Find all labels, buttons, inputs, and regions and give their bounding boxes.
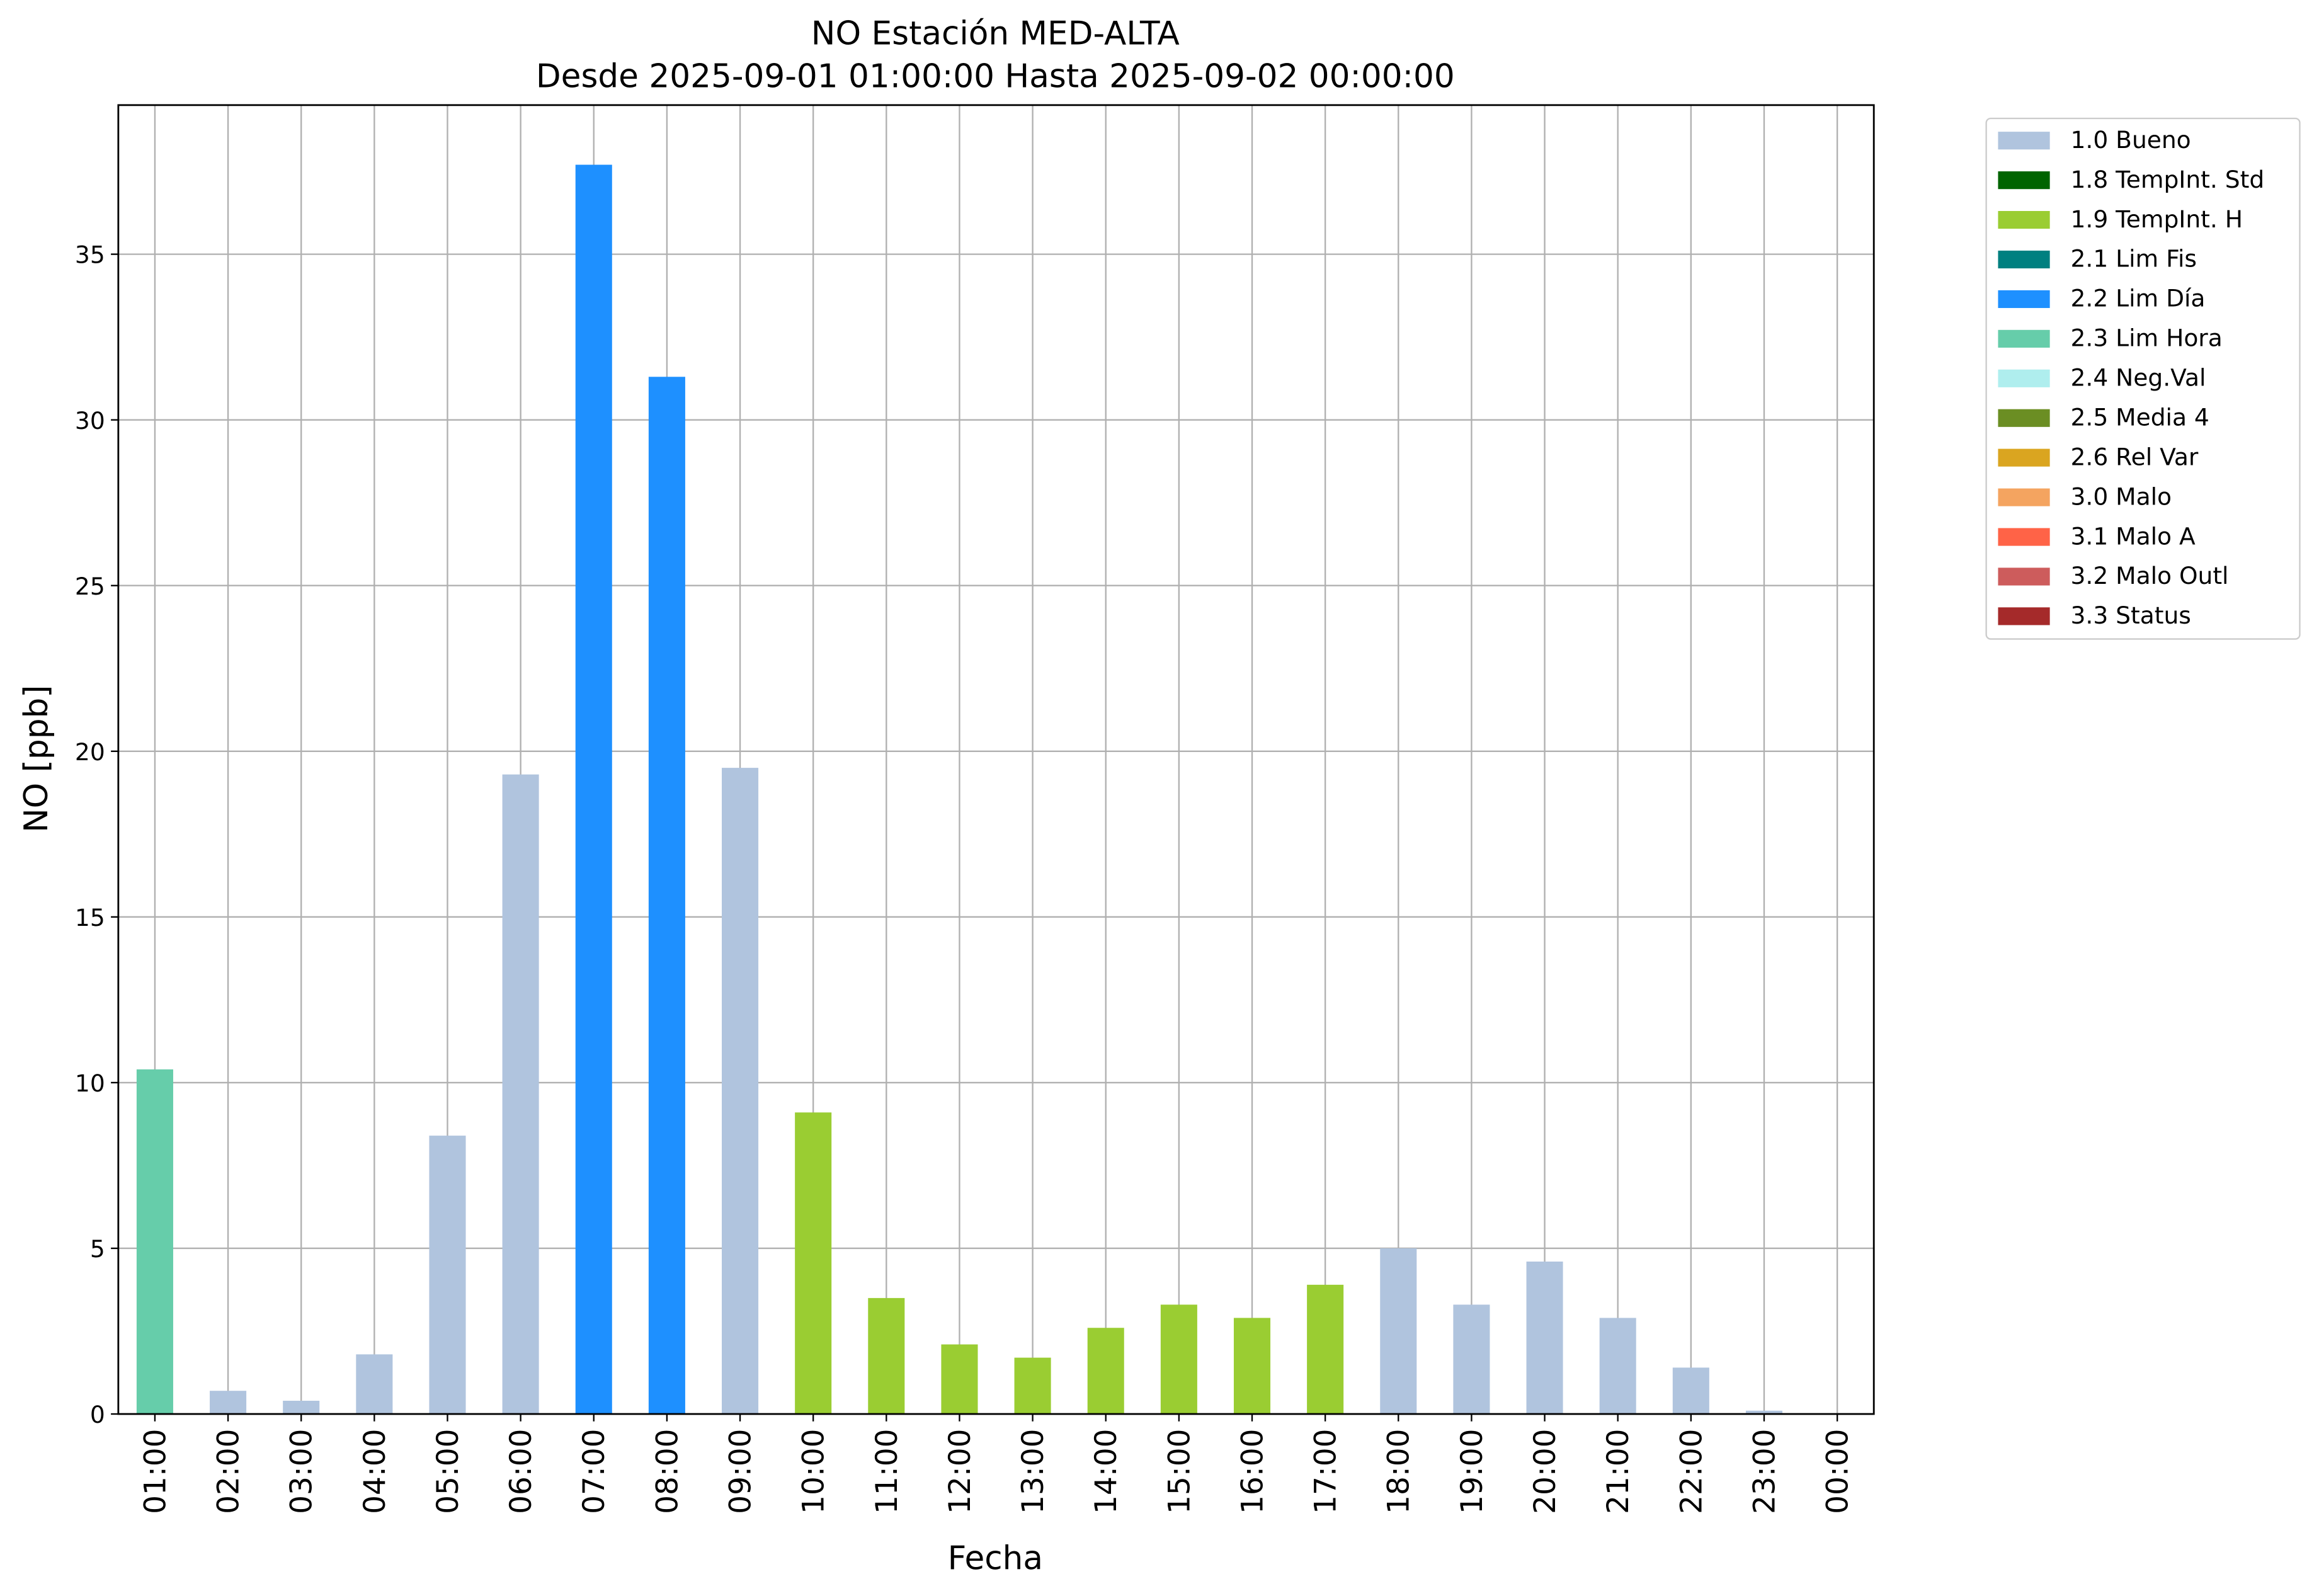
legend-swatch — [1998, 290, 2050, 309]
x-tick-label: 18:00 — [1382, 1429, 1416, 1514]
x-tick-label: 21:00 — [1601, 1429, 1636, 1514]
legend-label: 2.6 Rel Var — [2071, 443, 2199, 470]
y-tick-label: 10 — [75, 1069, 105, 1097]
plot-frame — [117, 104, 1875, 1415]
x-tick-label: 13:00 — [1016, 1429, 1051, 1514]
x-tick-label: 16:00 — [1235, 1429, 1270, 1514]
legend-swatch — [1998, 171, 2050, 190]
x-tick-label: 01:00 — [138, 1429, 173, 1514]
x-tick-label: 11:00 — [870, 1429, 904, 1514]
y-tick-label: 15 — [75, 904, 105, 932]
bar — [429, 1136, 466, 1415]
bar — [1233, 1318, 1271, 1415]
bar — [575, 164, 612, 1415]
y-axis-label: NO [ppb] — [18, 685, 55, 833]
y-tick-label: 35 — [75, 241, 105, 269]
x-tick-label: 10:00 — [797, 1429, 831, 1514]
y-tick-label: 5 — [90, 1235, 105, 1263]
bar — [941, 1344, 978, 1415]
x-tick-label: 23:00 — [1747, 1429, 1782, 1514]
x-tick-label: 14:00 — [1089, 1429, 1124, 1514]
legend-swatch — [1998, 528, 2050, 546]
legend-label: 3.3 Status — [2071, 601, 2191, 629]
bar — [1307, 1284, 1344, 1415]
bar — [1160, 1304, 1197, 1415]
bar — [868, 1297, 905, 1415]
x-tick-label: 00:00 — [1821, 1429, 1855, 1514]
legend-swatch — [1998, 210, 2050, 229]
bars — [136, 164, 1783, 1415]
chart-subtitle: Desde 2025-09-01 01:00:00 Hasta 2025-09-… — [536, 58, 1455, 96]
legend-label: 1.9 TempInt. H — [2071, 205, 2243, 233]
bar — [1087, 1328, 1124, 1415]
chart-title: NO Estación MED-ALTA — [811, 15, 1180, 53]
x-tick-label: 19:00 — [1455, 1429, 1490, 1514]
legend-label: 2.2 Lim Día — [2071, 285, 2206, 312]
legend-label: 3.2 Malo Outl — [2071, 562, 2229, 590]
legend-swatch — [1998, 567, 2050, 586]
legend-swatch — [1998, 488, 2050, 506]
legend-label: 2.4 Neg.Val — [2071, 364, 2206, 392]
x-tick-label: 17:00 — [1309, 1429, 1343, 1514]
bar — [136, 1069, 173, 1415]
x-tick-label: 05:00 — [431, 1429, 465, 1514]
legend-swatch — [1998, 409, 2050, 427]
legend-box — [1985, 117, 2301, 640]
legend-swatch — [1998, 448, 2050, 467]
bar — [722, 768, 759, 1415]
bar — [795, 1112, 832, 1415]
legend-swatch — [1998, 250, 2050, 269]
bar — [1672, 1367, 1709, 1415]
x-tick-label: 22:00 — [1674, 1429, 1709, 1514]
bar — [1014, 1357, 1051, 1415]
bar — [1380, 1248, 1417, 1415]
x-tick-label: 20:00 — [1528, 1429, 1563, 1514]
x-tick-label: 15:00 — [1162, 1429, 1197, 1514]
legend-swatch — [1998, 329, 2050, 348]
legend-swatch — [1998, 132, 2050, 150]
bar — [1599, 1318, 1636, 1415]
x-tick-label: 06:00 — [504, 1429, 538, 1514]
axes: 0 5 10 15 20 25 30 35 01:00 02:00 03:00 04:00 05:00 0… — [75, 241, 1855, 1514]
x-tick-label: 12:00 — [943, 1429, 977, 1514]
legend-label: 2.3 Lim Hora — [2071, 324, 2223, 352]
bar — [648, 377, 685, 1415]
y-tick-label: 30 — [75, 407, 105, 435]
bar — [1526, 1262, 1563, 1415]
x-tick-label: 09:00 — [723, 1429, 758, 1514]
y-tick-label: 25 — [75, 573, 105, 600]
bar — [210, 1391, 247, 1415]
x-tick-label: 04:00 — [358, 1429, 392, 1514]
bar — [356, 1354, 393, 1415]
legend-label: 3.0 Malo — [2071, 482, 2172, 510]
y-tick-label: 20 — [75, 738, 105, 766]
bar — [502, 774, 539, 1415]
legend: 1.0 Bueno 1.8 TempInt. Std 1.9 TempInt. H 2… — [1985, 117, 2301, 640]
legend-swatch — [1998, 369, 2050, 387]
bar — [283, 1400, 320, 1415]
bar — [1745, 1410, 1783, 1415]
x-axis-label: Fecha — [948, 1540, 1043, 1578]
x-tick-label: 03:00 — [285, 1429, 319, 1514]
legend-label: 2.1 Lim Fis — [2071, 245, 2197, 273]
legend-label: 1.8 TempInt. Std — [2071, 166, 2265, 193]
x-tick-label: 08:00 — [650, 1429, 685, 1514]
x-tick-label: 02:00 — [212, 1429, 246, 1514]
bar — [1453, 1304, 1490, 1415]
legend-label: 3.1 Malo A — [2071, 522, 2196, 550]
legend-swatch — [1998, 607, 2050, 625]
x-tick-label: 07:00 — [577, 1429, 612, 1514]
legend-label: 2.5 Media 4 — [2071, 403, 2209, 431]
legend-label: 1.0 Bueno — [2071, 126, 2191, 154]
y-tick-label: 0 — [90, 1401, 105, 1428]
